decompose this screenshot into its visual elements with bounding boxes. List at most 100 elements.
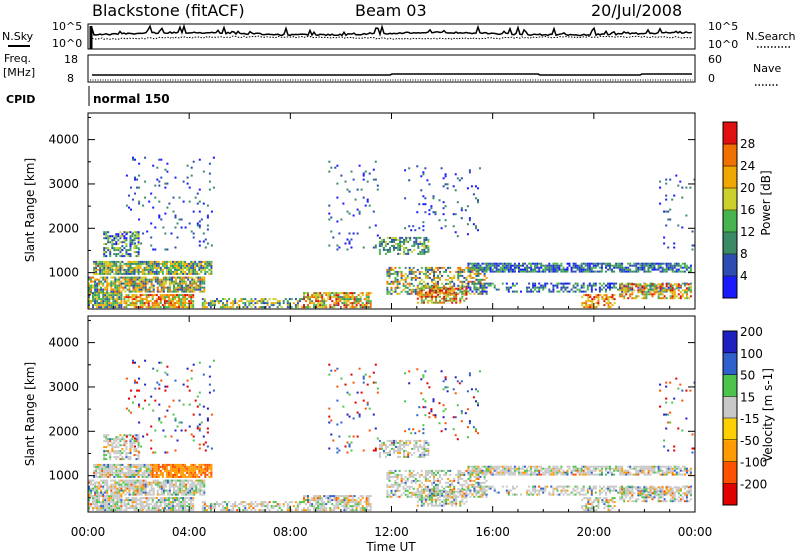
power-cell bbox=[386, 248, 389, 251]
power-cell bbox=[655, 289, 658, 292]
velocity-cell bbox=[172, 497, 174, 500]
power-cell bbox=[409, 248, 412, 251]
velocity-cell bbox=[174, 475, 176, 478]
power-cell bbox=[419, 242, 422, 245]
power-cell bbox=[165, 262, 168, 265]
velocity-cell bbox=[202, 471, 205, 474]
power-cell bbox=[487, 282, 490, 285]
velocity-cell bbox=[180, 497, 183, 500]
velocity-cell bbox=[116, 491, 119, 494]
power-cell bbox=[136, 186, 139, 189]
power-cell bbox=[438, 219, 441, 222]
power-cell bbox=[431, 266, 433, 269]
power-cell bbox=[210, 210, 213, 213]
power-cell bbox=[425, 244, 428, 247]
power-cell bbox=[420, 285, 423, 288]
velocity-cell bbox=[163, 501, 166, 504]
power-cell bbox=[687, 289, 690, 292]
nsearch-tick-high: 10^5 bbox=[708, 20, 738, 33]
power-cell bbox=[645, 262, 648, 265]
freq-unit: [MHz] bbox=[3, 66, 35, 79]
power-cell bbox=[376, 184, 379, 187]
power-cell bbox=[163, 264, 166, 267]
velocity-cell bbox=[107, 444, 110, 447]
power-cell bbox=[111, 268, 114, 271]
power-cell bbox=[254, 302, 257, 305]
power-cell bbox=[232, 300, 235, 303]
y-tick-label: 4000 bbox=[48, 133, 79, 147]
velocity-cell bbox=[117, 463, 120, 466]
power-cell bbox=[317, 296, 320, 299]
power-cell bbox=[90, 302, 92, 305]
power-cell bbox=[481, 282, 484, 285]
power-cell bbox=[90, 290, 92, 293]
power-cell bbox=[617, 288, 620, 291]
power-cell bbox=[333, 304, 336, 307]
velocity-cell bbox=[181, 483, 184, 486]
power-cell bbox=[669, 208, 672, 211]
power-cell bbox=[397, 248, 400, 251]
power-cell bbox=[598, 290, 601, 293]
velocity-cell bbox=[135, 503, 138, 506]
power-cell bbox=[113, 272, 116, 275]
power-cell bbox=[390, 286, 393, 289]
power-cell bbox=[437, 284, 439, 287]
power-cell bbox=[475, 197, 477, 200]
power-cell bbox=[157, 266, 160, 269]
power-cell bbox=[629, 270, 632, 273]
power-cell bbox=[657, 295, 660, 298]
velocity-cell bbox=[117, 436, 120, 439]
power-cell bbox=[639, 291, 642, 294]
velocity-cell bbox=[325, 497, 328, 500]
velocity-cell bbox=[124, 481, 127, 484]
velocity-cell bbox=[187, 487, 190, 490]
power-cell bbox=[518, 270, 520, 273]
power-cell bbox=[164, 280, 167, 283]
power-cell bbox=[105, 272, 108, 275]
velocity-cell bbox=[193, 485, 196, 488]
power-cell bbox=[129, 235, 132, 238]
power-cell bbox=[412, 288, 415, 291]
power-cell bbox=[95, 266, 98, 269]
power-cell bbox=[578, 268, 581, 271]
velocity-cell bbox=[113, 471, 116, 474]
velocity-cell bbox=[159, 497, 162, 500]
power-cell bbox=[114, 276, 117, 279]
velocity-cell bbox=[107, 434, 110, 437]
power-cell bbox=[204, 264, 207, 267]
velocity-cell bbox=[92, 501, 94, 504]
velocity-cell bbox=[286, 503, 289, 506]
power-cell bbox=[441, 282, 444, 285]
power-cell bbox=[532, 270, 535, 273]
velocity-cell bbox=[190, 475, 193, 478]
power-cell bbox=[397, 244, 400, 247]
power-cell bbox=[143, 294, 146, 297]
power-cell bbox=[420, 291, 423, 294]
power-cell bbox=[424, 197, 427, 200]
power-cell bbox=[637, 283, 640, 286]
power-cell bbox=[112, 284, 115, 287]
velocity-cell bbox=[106, 495, 109, 498]
velocity-cell bbox=[131, 471, 134, 474]
power-cell bbox=[114, 278, 117, 281]
power-cell bbox=[135, 255, 138, 258]
velocity-cell bbox=[210, 469, 213, 472]
power-cell bbox=[473, 276, 476, 279]
power-cell bbox=[94, 298, 97, 301]
power-cell bbox=[123, 262, 126, 265]
power-cell bbox=[623, 268, 626, 271]
power-cell bbox=[174, 226, 177, 229]
power-cell bbox=[107, 249, 110, 252]
velocity-cell bbox=[162, 483, 165, 486]
power-cell bbox=[192, 232, 195, 235]
power-cell bbox=[414, 278, 417, 281]
velocity-cell bbox=[166, 493, 169, 496]
power-cell bbox=[536, 270, 539, 273]
velocity-cell bbox=[335, 503, 338, 506]
power-cell bbox=[357, 300, 360, 303]
velocity-cell bbox=[335, 505, 338, 508]
power-cell bbox=[689, 289, 692, 292]
power-cell bbox=[132, 156, 134, 159]
power-cell bbox=[171, 280, 173, 283]
velocity-cell bbox=[191, 481, 194, 484]
